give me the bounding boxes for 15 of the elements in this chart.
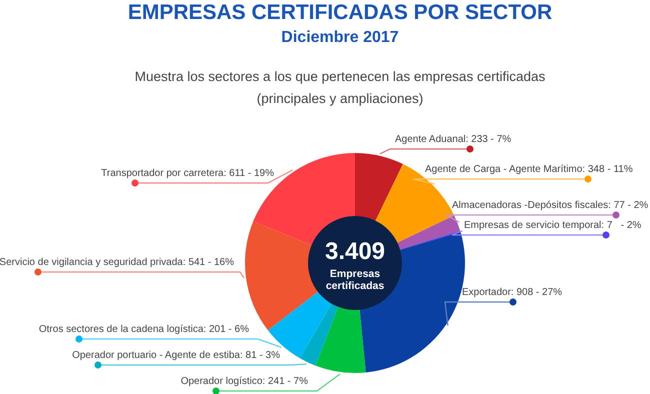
- slice-label: Almacenadoras -Depósitos fiscales: 77 - 2%: [452, 200, 648, 211]
- slice-label: Empresas de servicio temporal: 7 - 2%: [464, 220, 642, 231]
- slice-label: Transportador por carretera: 611 - 19%: [101, 168, 274, 179]
- slice-label: Operador logístico: 241 - 7%: [180, 376, 308, 387]
- slice-label: Exportador: 908 - 27%: [462, 287, 562, 298]
- slice-label: Agente de Carga - Agente Marítimo: 348 - 11%: [425, 164, 633, 175]
- slice-label: Otros sectores de la cadena logística: 201 - 6%: [38, 324, 250, 335]
- slice-label: Agente Aduanal: 233 - 7%: [395, 134, 512, 145]
- text: Empresas certificadas: [326, 268, 384, 292]
- text: Muestra los sectores a los que pertenecen las empresas certificadas (principales y ampliaciones): [134, 69, 546, 106]
- slice-label: Servicio de vigilancia y seguridad privada: 541 - 16%: [0, 257, 234, 268]
- chart-title: EMPRESAS CERTIFICADAS POR SECTOR: [128, 1, 552, 24]
- text: 3.409: [324, 238, 386, 265]
- chart-subtitle: Diciembre 2017: [281, 29, 399, 46]
- slice-label: Operador portuario - Agente de estiba: 81 - 3%: [72, 350, 280, 361]
